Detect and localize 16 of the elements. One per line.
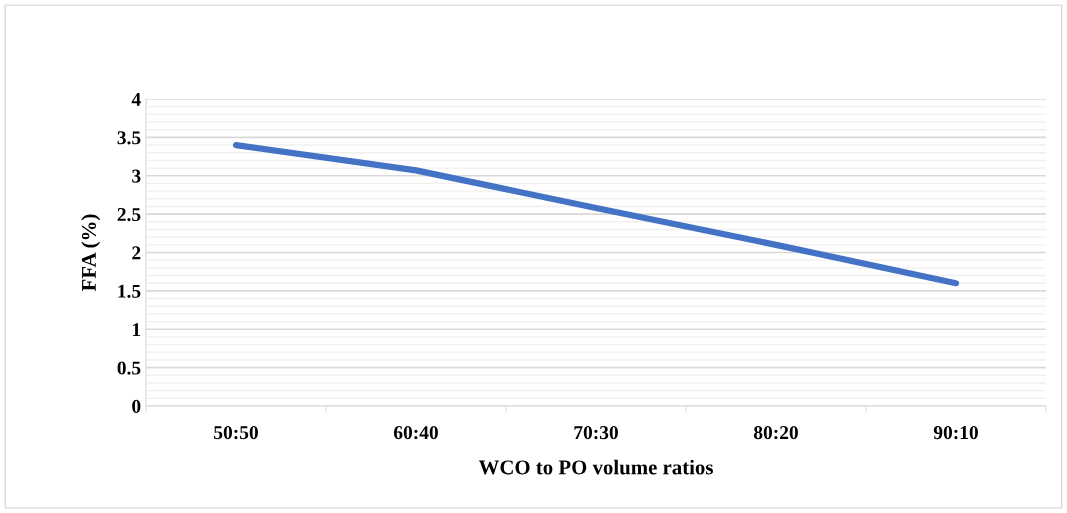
y-tick-label: 1 bbox=[132, 323, 141, 336]
y-tick-label: 2.5 bbox=[117, 208, 141, 222]
x-tick-label: 80:20 bbox=[753, 426, 798, 440]
x-axis-title: WCO to PO volume ratios bbox=[478, 459, 713, 475]
y-tick-label: 0 bbox=[132, 399, 141, 413]
y-tick-label: 1.5 bbox=[118, 284, 141, 298]
x-tick-label: 60:40 bbox=[393, 426, 438, 440]
x-tick-label: 50:50 bbox=[214, 426, 258, 440]
y-tick-label: 3 bbox=[132, 169, 141, 183]
y-axis-title: FFA (%) bbox=[81, 214, 101, 292]
y-tick-label: 3.5 bbox=[117, 131, 141, 145]
y-tick-label: 4 bbox=[131, 92, 141, 106]
y-tick-label: 2 bbox=[132, 246, 141, 260]
x-tick-label: 70:30 bbox=[574, 426, 618, 440]
y-tick-label: 0.5 bbox=[117, 361, 141, 375]
x-tick-label: 90:10 bbox=[933, 426, 978, 440]
